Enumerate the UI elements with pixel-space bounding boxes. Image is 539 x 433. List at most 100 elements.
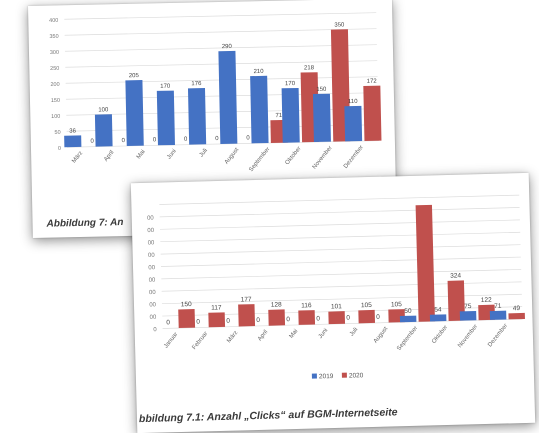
data-label: 105 xyxy=(391,301,402,308)
monthly-bar-chart-back: 0 50 100 150 200 250 300 350 400 36 0 März 100 0 April… xyxy=(49,12,382,173)
data-label: 210 xyxy=(253,69,264,75)
legend-swatch xyxy=(341,372,347,378)
data-label: 0 xyxy=(376,314,380,321)
bar xyxy=(187,87,207,145)
bar xyxy=(312,93,331,143)
bar xyxy=(489,310,507,320)
y-tick-label: 00 xyxy=(149,302,156,308)
x-tick-label: September xyxy=(248,146,271,173)
data-label: 116 xyxy=(301,302,312,309)
gridline xyxy=(160,231,521,243)
bar xyxy=(447,280,465,321)
gridline xyxy=(64,12,377,20)
front-document-page: 0 00 00 00 00 00 00 00 00 00 0 150 Januar 0 117 Februar… xyxy=(130,172,536,433)
x-tick-label: August xyxy=(224,147,241,166)
data-label: 0 xyxy=(196,318,200,325)
data-label: 0 xyxy=(153,137,157,143)
gridline xyxy=(64,28,377,36)
bar xyxy=(328,311,346,325)
bar xyxy=(344,105,363,142)
bar xyxy=(358,309,376,324)
x-tick-label: August xyxy=(373,326,390,345)
x-tick-label: Juni xyxy=(166,148,178,160)
data-label: 49 xyxy=(513,305,521,312)
x-tick-label: November xyxy=(457,324,479,349)
data-label: 50 xyxy=(404,308,412,315)
data-label: 101 xyxy=(331,303,342,310)
x-tick-label: Mai xyxy=(289,328,300,339)
data-label: 75 xyxy=(464,303,472,310)
y-tick-label: 50 xyxy=(54,130,60,136)
gridline xyxy=(160,219,520,230)
x-tick-label: Juli xyxy=(199,148,209,159)
y-tick-label: 00 xyxy=(148,253,155,259)
bar xyxy=(94,114,113,147)
gridline xyxy=(161,281,522,292)
data-label: 71 xyxy=(275,113,282,119)
legend-swatch xyxy=(311,373,317,379)
data-label: 0 xyxy=(184,137,188,143)
y-tick-label: 250 xyxy=(50,66,59,72)
y-tick-label: 350 xyxy=(49,34,58,40)
y-tick-label: 400 xyxy=(49,18,58,24)
x-tick-label: September xyxy=(396,325,419,352)
x-tick-label: April xyxy=(103,150,115,163)
data-label: 170 xyxy=(160,84,171,90)
data-label: 71 xyxy=(494,303,502,310)
data-label: 0 xyxy=(166,319,170,326)
data-label: 172 xyxy=(367,79,378,85)
data-label: 0 xyxy=(215,136,219,142)
y-tick-label: 00 xyxy=(148,265,155,271)
data-label: 0 xyxy=(122,138,126,144)
bar xyxy=(429,314,447,322)
bar xyxy=(281,87,300,143)
bar xyxy=(508,312,525,320)
data-label: 110 xyxy=(348,99,358,105)
x-tick-label: Februar xyxy=(192,331,210,351)
x-tick-label: Mai xyxy=(136,149,147,160)
data-label: 205 xyxy=(129,73,140,79)
gridline xyxy=(159,194,520,205)
data-label: 36 xyxy=(69,128,76,134)
data-label: 0 xyxy=(90,139,94,145)
data-label: 0 xyxy=(316,315,320,322)
data-label: 324 xyxy=(450,272,461,279)
x-tick-label: März xyxy=(71,150,84,164)
gridline xyxy=(160,256,521,267)
data-label: 290 xyxy=(222,44,233,50)
data-label: 0 xyxy=(246,135,250,141)
bar xyxy=(125,80,144,146)
data-label: 0 xyxy=(286,316,290,323)
clicks-bar-chart-front: 00000000000000000000150Januar0117Februar… xyxy=(147,194,525,380)
bar xyxy=(250,75,269,144)
bar xyxy=(268,309,286,326)
y-tick-label: 00 xyxy=(149,290,156,296)
gridline xyxy=(160,244,521,255)
y-tick-label: 00 xyxy=(148,240,155,246)
x-tick-label: Oktober xyxy=(285,146,303,166)
data-label: 122 xyxy=(481,297,492,304)
bar xyxy=(298,310,316,325)
data-label: 105 xyxy=(361,302,372,309)
gridline xyxy=(64,44,377,52)
bar xyxy=(64,135,82,148)
data-label: 100 xyxy=(98,107,109,113)
x-tick-label: Dezember xyxy=(343,144,365,169)
bar xyxy=(208,312,226,328)
gridline xyxy=(159,207,520,218)
y-tick-label: 100 xyxy=(51,114,60,120)
x-tick-label: April xyxy=(257,329,269,342)
y-tick-label: 00 xyxy=(150,315,157,321)
x-tick-label: Januar xyxy=(163,332,179,350)
x-tick-label: Juli xyxy=(349,327,359,338)
y-tick-label: 0 xyxy=(58,146,61,152)
bar xyxy=(415,204,435,322)
data-label: 177 xyxy=(241,296,252,303)
gridline xyxy=(161,269,522,280)
bar xyxy=(459,310,477,321)
data-label: 350 xyxy=(334,22,345,28)
bar xyxy=(156,90,175,146)
legend-label: 2020 xyxy=(349,372,364,379)
data-label: 150 xyxy=(316,87,327,93)
y-tick-label: 00 xyxy=(147,216,154,222)
